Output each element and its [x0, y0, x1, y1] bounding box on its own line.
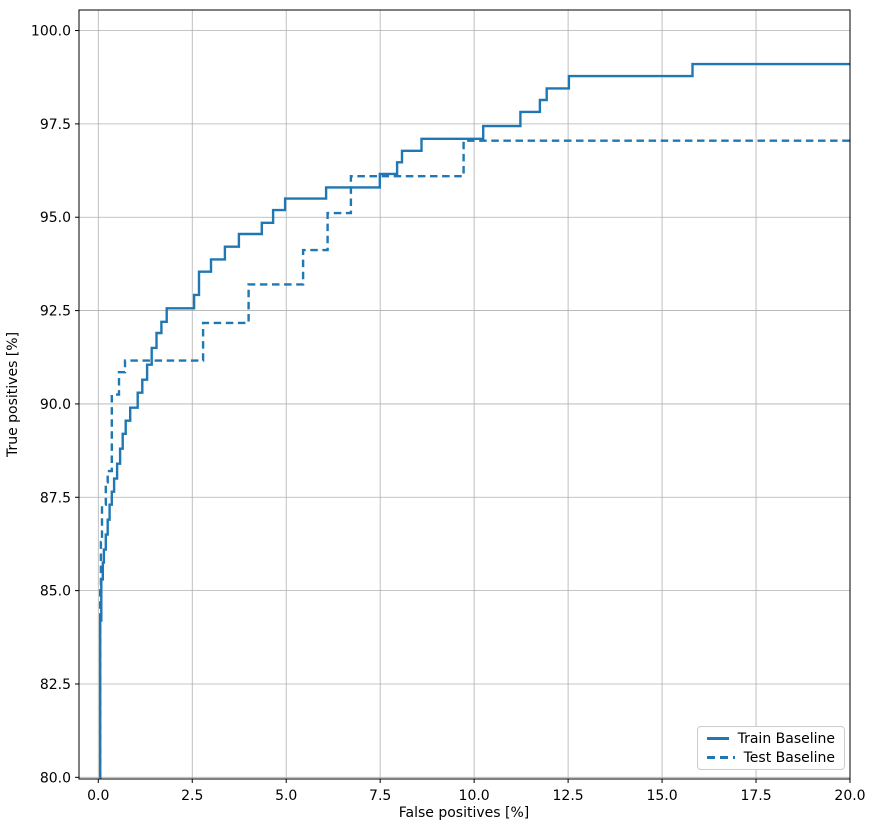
legend: Train Baseline Test Baseline	[697, 726, 845, 770]
axes-layer	[78, 9, 851, 780]
x-axis-label: False positives [%]	[399, 805, 529, 821]
y-tick-label: 97.5	[40, 117, 71, 133]
y-tick-label: 100.0	[31, 24, 71, 40]
train-line-sample-icon	[707, 737, 729, 740]
y-tick-label: 80.0	[40, 770, 71, 786]
x-tick-label: 0.0	[87, 788, 109, 804]
legend-entry-train: Train Baseline	[707, 729, 835, 748]
x-tick-label: 20.0	[834, 788, 865, 804]
y-axis-label: True positives [%]	[5, 332, 21, 458]
legend-label-train: Train Baseline	[737, 730, 835, 747]
x-tick-label: 10.0	[459, 788, 490, 804]
y-tick-label: 92.5	[40, 304, 71, 320]
series-layer	[99, 62, 850, 779]
test-line-sample-icon	[707, 756, 735, 759]
y-tick-label: 87.5	[40, 490, 71, 506]
x-tick-label: 12.5	[553, 788, 584, 804]
legend-entry-test: Test Baseline	[707, 748, 835, 767]
x-tick-label: 5.0	[275, 788, 297, 804]
y-tick-label: 85.0	[40, 584, 71, 600]
grid-layer	[79, 10, 851, 779]
x-tick-label: 7.5	[369, 788, 391, 804]
x-tick-label: 15.0	[646, 788, 677, 804]
x-tick-label: 17.5	[740, 788, 771, 804]
y-tick-label: 95.0	[40, 210, 71, 226]
legend-label-test: Test Baseline	[743, 749, 835, 766]
tick-layer: 0.0 2.5 5.0 7.5 10.0 12.5 15.0 17.5 20.0 80.0 82.5…	[31, 24, 866, 804]
x-tick-label: 2.5	[181, 788, 203, 804]
series-line-test	[99, 139, 850, 779]
y-tick-label: 90.0	[40, 397, 71, 413]
y-tick-label: 82.5	[40, 677, 71, 693]
series-line-train	[99, 62, 850, 779]
axes-spines	[78, 9, 851, 780]
